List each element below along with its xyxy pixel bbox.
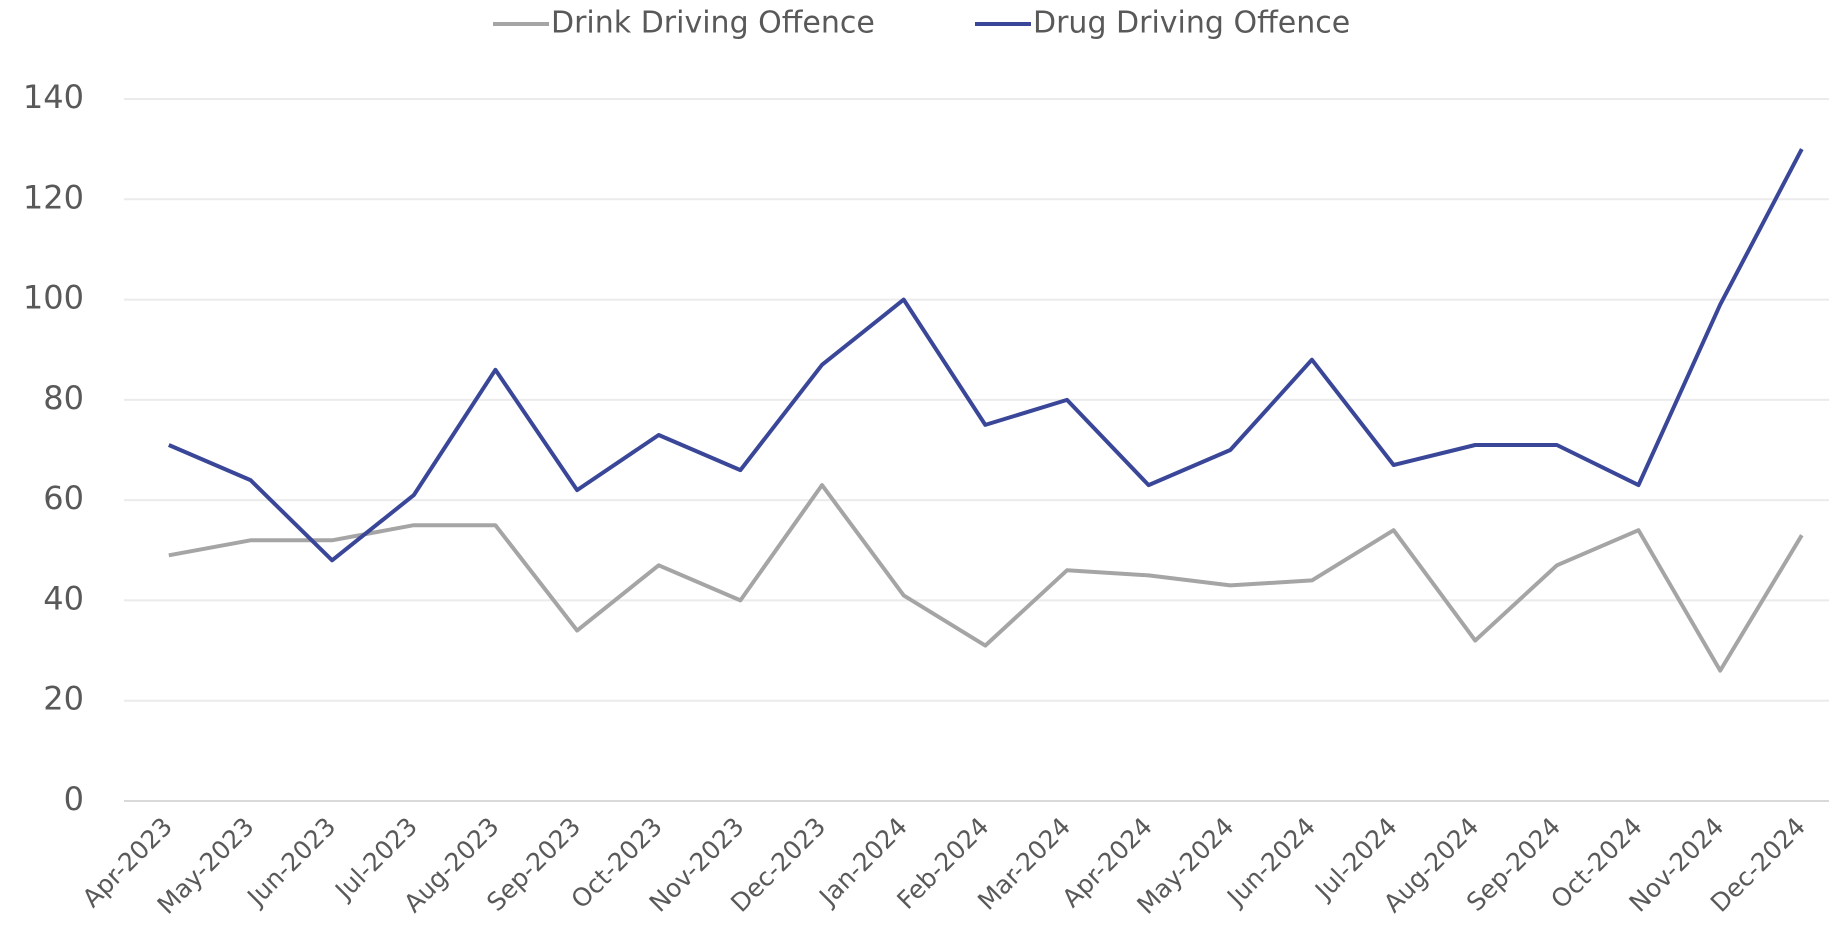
y-tick-label: 40 (43, 579, 84, 617)
y-tick-label: 20 (43, 680, 84, 718)
legend-label: Drug Driving Offence (1033, 6, 1350, 41)
y-tick-label: 120 (23, 178, 84, 216)
legend-label: Drink Driving Offence (551, 6, 875, 41)
x-tick-label: Jun-2023 (240, 812, 341, 913)
y-tick-label: 80 (43, 379, 84, 417)
y-tick-label: 60 (43, 479, 84, 517)
x-tick-label: Jun-2024 (1220, 812, 1321, 913)
data-line (168, 483, 1804, 673)
y-tick-label: 100 (23, 279, 84, 317)
y-tick-label: 140 (23, 78, 84, 116)
y-tick-label: 0 (64, 780, 84, 818)
data-line (168, 148, 1804, 563)
